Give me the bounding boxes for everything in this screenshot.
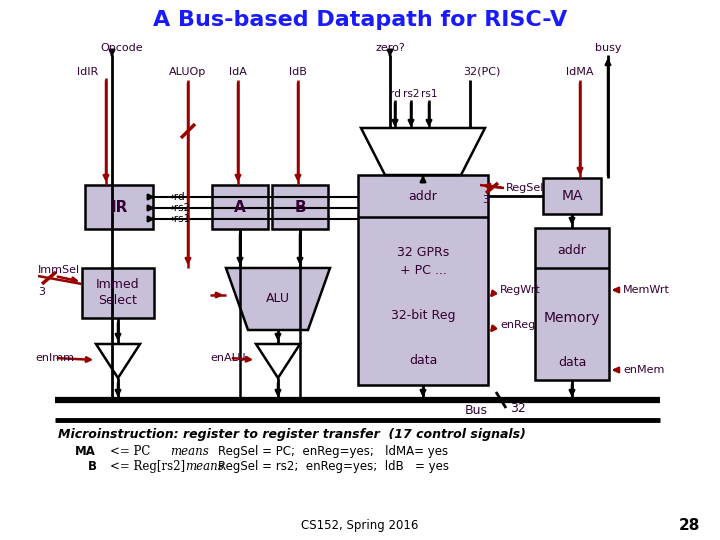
Text: <= PC: <= PC [110, 445, 150, 458]
Text: <= Reg[rs2]: <= Reg[rs2] [110, 460, 185, 473]
Text: addr: addr [408, 191, 438, 204]
Text: ldB: ldB [289, 67, 307, 77]
Bar [212, 185, 268, 229]
Text: + PC ...: + PC ... [400, 265, 446, 278]
Text: data: data [409, 354, 437, 368]
Bar [535, 228, 609, 380]
Bar [543, 178, 601, 214]
Text: enALU: enALU [210, 353, 246, 363]
Polygon shape [361, 128, 485, 175]
Text: means: means [170, 445, 209, 458]
Text: RegSel = PC;  enReg=yes;   ldMA= yes: RegSel = PC; enReg=yes; ldMA= yes [218, 445, 448, 458]
Bar [85, 185, 153, 229]
Text: Bus: Bus [465, 403, 488, 416]
Text: MemWrt: MemWrt [623, 285, 670, 295]
Polygon shape [96, 344, 140, 378]
Text: Opcode: Opcode [101, 43, 143, 53]
Text: →rs1: →rs1 [165, 214, 190, 224]
Text: enImm: enImm [35, 353, 74, 363]
Text: rs1: rs1 [420, 89, 437, 99]
Text: zero?: zero? [375, 43, 405, 53]
Text: 3: 3 [482, 195, 490, 205]
Polygon shape [256, 344, 300, 378]
Text: 28: 28 [679, 517, 700, 532]
Text: ALUOp: ALUOp [169, 67, 207, 77]
Text: 3: 3 [38, 287, 45, 297]
Text: RegSel = rs2;  enReg=yes;  ldB   = yes: RegSel = rs2; enReg=yes; ldB = yes [218, 460, 449, 473]
Text: CS152, Spring 2016: CS152, Spring 2016 [301, 518, 419, 531]
Bar [82, 268, 154, 318]
Text: enMem: enMem [623, 365, 665, 375]
Bar [358, 175, 488, 385]
Text: rd: rd [390, 89, 400, 99]
Text: B: B [88, 460, 97, 473]
Text: A: A [234, 199, 246, 214]
Text: Immed: Immed [96, 278, 140, 291]
Text: RegSel: RegSel [506, 183, 544, 193]
Text: ImmSel: ImmSel [38, 265, 80, 275]
Text: →rd: →rd [165, 192, 184, 202]
Text: A Bus-based Datapath for RISC-V: A Bus-based Datapath for RISC-V [153, 10, 567, 30]
Text: 32 GPRs: 32 GPRs [397, 246, 449, 260]
Text: ALU: ALU [266, 293, 290, 306]
Text: data: data [558, 356, 586, 369]
Text: means: means [185, 460, 224, 473]
Text: MA: MA [562, 189, 582, 203]
Text: busy: busy [595, 43, 621, 53]
Text: B: B [294, 199, 306, 214]
Text: ldIR: ldIR [77, 67, 98, 77]
Text: Memory: Memory [544, 311, 600, 325]
Text: RegWrt: RegWrt [500, 285, 541, 295]
Text: MA: MA [75, 445, 96, 458]
Text: →rs2: →rs2 [165, 203, 190, 213]
Text: ldA: ldA [229, 67, 247, 77]
Text: rs2: rs2 [402, 89, 419, 99]
Text: addr: addr [557, 244, 586, 256]
Bar [272, 185, 328, 229]
Text: Select: Select [99, 294, 138, 307]
Text: enReg: enReg [500, 320, 535, 330]
Text: ldMA: ldMA [566, 67, 594, 77]
Text: 32-bit Reg: 32-bit Reg [391, 308, 455, 321]
Text: IR: IR [110, 199, 127, 214]
Text: 32(PC): 32(PC) [463, 67, 500, 77]
Text: Microinstruction: register to register transfer  (17 control signals): Microinstruction: register to register t… [58, 428, 526, 441]
Polygon shape [226, 268, 330, 330]
Text: 32: 32 [510, 402, 526, 415]
